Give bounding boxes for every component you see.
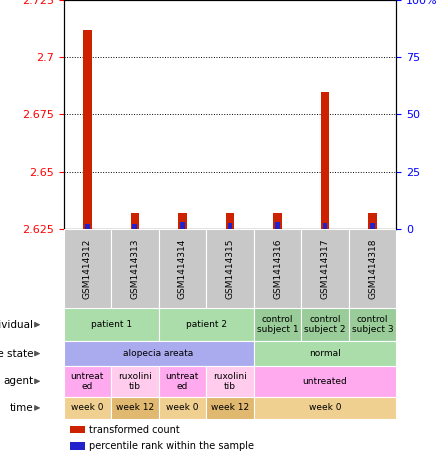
Bar xyxy=(275,222,280,229)
Text: GSM1414316: GSM1414316 xyxy=(273,238,282,299)
Text: normal: normal xyxy=(309,349,341,358)
Text: untreated: untreated xyxy=(303,377,347,386)
Text: control
subject 2: control subject 2 xyxy=(304,315,346,334)
Text: week 0: week 0 xyxy=(166,404,199,412)
Text: week 12: week 12 xyxy=(211,404,249,412)
Bar xyxy=(180,222,185,229)
Bar xyxy=(254,308,301,342)
Text: GSM1414317: GSM1414317 xyxy=(321,238,329,299)
Bar xyxy=(111,366,159,397)
Bar xyxy=(70,442,85,449)
Bar xyxy=(178,213,187,229)
Bar xyxy=(254,229,301,308)
Text: GSM1414314: GSM1414314 xyxy=(178,238,187,299)
Bar xyxy=(64,397,111,419)
Bar xyxy=(273,213,282,229)
Text: GSM1414318: GSM1414318 xyxy=(368,238,377,299)
Bar xyxy=(301,308,349,342)
Bar xyxy=(254,342,396,366)
Bar xyxy=(206,366,254,397)
Text: untreat
ed: untreat ed xyxy=(166,371,199,391)
Bar xyxy=(70,426,85,433)
Text: control
subject 3: control subject 3 xyxy=(352,315,393,334)
Text: week 12: week 12 xyxy=(116,404,154,412)
Text: GSM1414315: GSM1414315 xyxy=(226,238,234,299)
Bar xyxy=(159,308,254,342)
Bar xyxy=(131,213,139,229)
Text: GSM1414312: GSM1414312 xyxy=(83,238,92,299)
Text: control
subject 1: control subject 1 xyxy=(257,315,298,334)
Bar xyxy=(159,229,206,308)
Bar xyxy=(159,397,206,419)
Text: transformed count: transformed count xyxy=(89,424,180,434)
Bar xyxy=(228,223,232,229)
Text: ruxolini
tib: ruxolini tib xyxy=(213,371,247,391)
Bar xyxy=(321,92,329,229)
Bar xyxy=(64,366,111,397)
Bar xyxy=(254,397,396,419)
Bar xyxy=(64,308,159,342)
Bar xyxy=(83,30,92,229)
Bar xyxy=(111,229,159,308)
Bar xyxy=(370,223,375,229)
Bar xyxy=(64,342,254,366)
Text: disease state: disease state xyxy=(0,348,33,358)
Text: patient 2: patient 2 xyxy=(186,320,227,329)
Text: individual: individual xyxy=(0,320,33,330)
Bar xyxy=(64,229,111,308)
Bar xyxy=(111,397,159,419)
Bar xyxy=(85,224,90,229)
Text: week 0: week 0 xyxy=(71,404,103,412)
Text: percentile rank within the sample: percentile rank within the sample xyxy=(89,441,254,451)
Bar xyxy=(159,366,206,397)
Text: untreat
ed: untreat ed xyxy=(71,371,104,391)
Text: alopecia areata: alopecia areata xyxy=(124,349,194,358)
Text: GSM1414313: GSM1414313 xyxy=(131,238,139,299)
Text: ruxolini
tib: ruxolini tib xyxy=(118,371,152,391)
Bar xyxy=(206,229,254,308)
Bar xyxy=(323,223,328,229)
Text: patient 1: patient 1 xyxy=(91,320,132,329)
Bar xyxy=(368,213,377,229)
Bar xyxy=(206,397,254,419)
Bar xyxy=(301,229,349,308)
Bar xyxy=(349,308,396,342)
Bar xyxy=(349,229,396,308)
Bar xyxy=(226,213,234,229)
Bar xyxy=(254,366,396,397)
Bar xyxy=(132,224,137,229)
Text: agent: agent xyxy=(3,376,33,386)
Text: week 0: week 0 xyxy=(309,404,341,412)
Text: time: time xyxy=(9,403,33,413)
